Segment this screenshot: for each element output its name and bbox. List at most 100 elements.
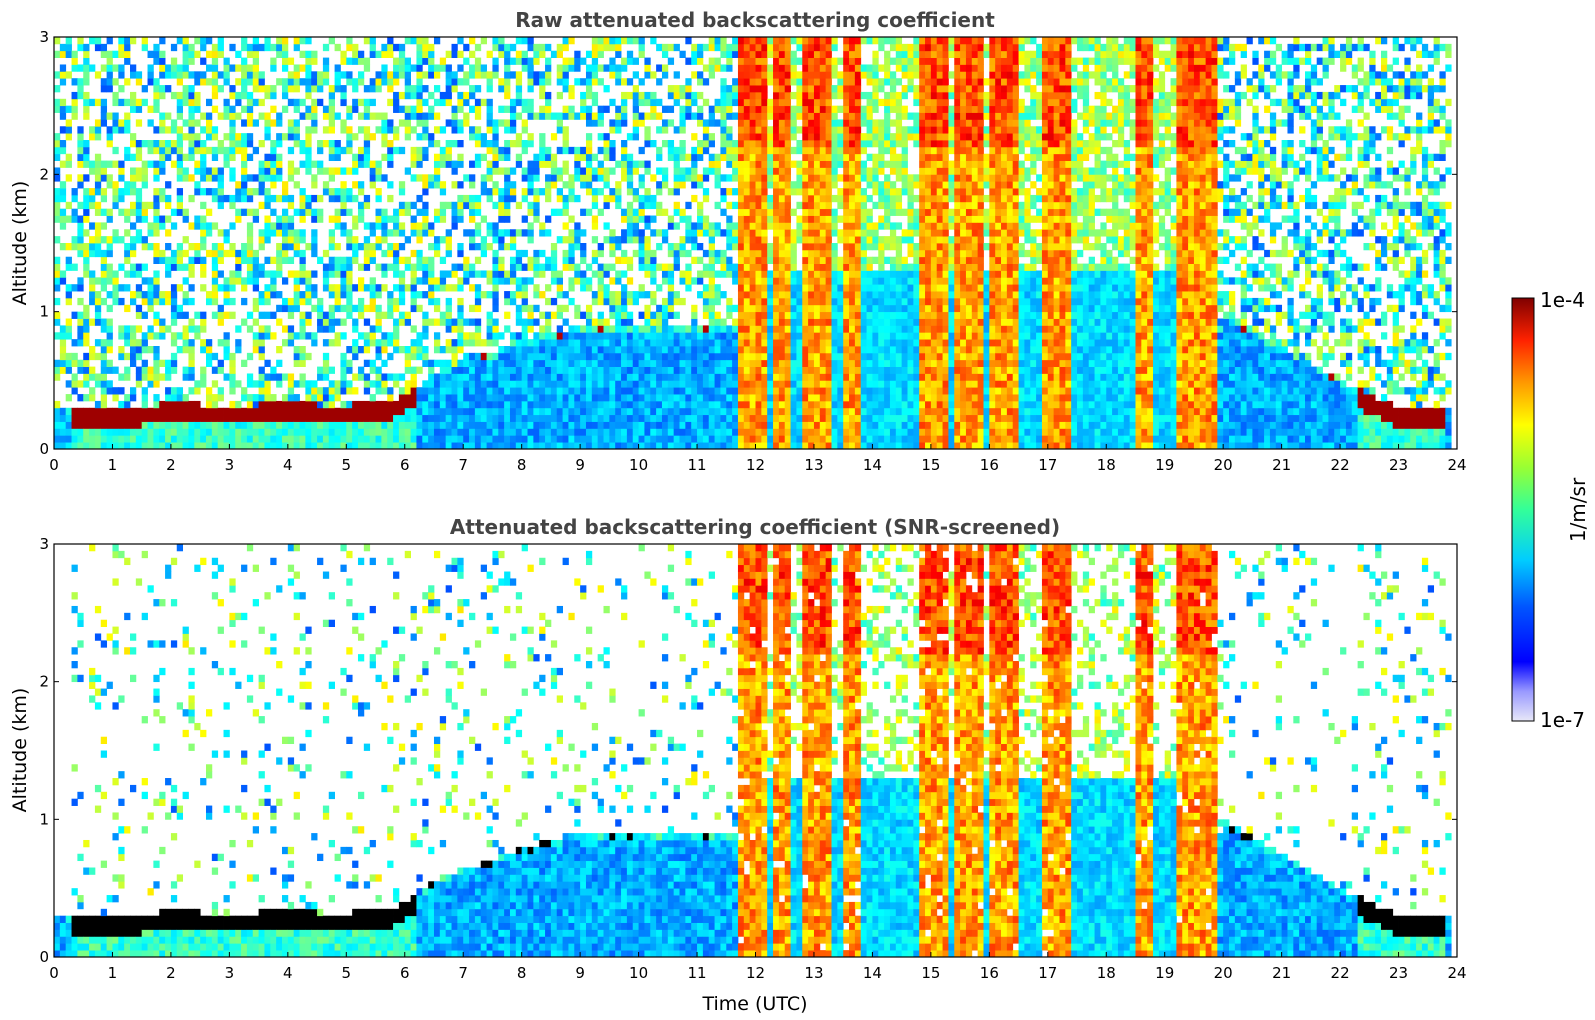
heatmap-cell (732, 167, 739, 175)
heatmap-cell (737, 407, 745, 416)
heatmap-cell (773, 85, 780, 93)
heatmap-cell (200, 435, 207, 443)
heatmap-cell (229, 167, 236, 175)
heatmap-cell (334, 167, 341, 175)
heatmap-cell (106, 181, 113, 189)
heatmap-cell (194, 442, 201, 449)
heatmap-cell (369, 229, 376, 237)
heatmap-cell (205, 297, 213, 306)
heatmap-cell (287, 421, 295, 429)
heatmap-cell (381, 236, 388, 244)
heatmap-cell (258, 400, 265, 409)
heatmap-cell (229, 174, 236, 182)
heatmap-cell (778, 50, 786, 58)
heatmap-cell (732, 91, 739, 100)
heatmap-cell (141, 263, 148, 271)
heatmap-cell (585, 318, 593, 326)
heatmap-cell (609, 414, 616, 422)
heatmap-cell (410, 174, 417, 182)
heatmap-cell (422, 119, 429, 127)
heatmap-cell (299, 201, 306, 210)
heatmap-cell (743, 229, 751, 237)
heatmap-cell (258, 421, 265, 429)
heatmap-cell (100, 435, 108, 443)
heatmap-cell (428, 140, 435, 148)
heatmap-cell (708, 373, 715, 381)
heatmap-cell (264, 188, 271, 196)
heatmap-cell (580, 284, 587, 292)
heatmap-cell (603, 373, 610, 381)
heatmap-cell (591, 325, 599, 333)
heatmap-cell (322, 421, 330, 429)
heatmap-cell (328, 421, 335, 429)
heatmap-cell (609, 380, 616, 388)
heatmap-cell (580, 270, 587, 278)
heatmap-cell (632, 414, 639, 422)
heatmap-cell (521, 435, 528, 443)
heatmap-cell (375, 208, 382, 216)
heatmap-cell (322, 105, 330, 113)
heatmap-cell (621, 236, 628, 244)
heatmap-cell (159, 153, 166, 161)
heatmap-cell (270, 194, 277, 203)
heatmap-cell (761, 339, 768, 347)
heatmap-cell (311, 112, 318, 120)
heatmap-cell (480, 359, 487, 367)
heatmap-cell (398, 256, 406, 264)
heatmap-cell (509, 346, 517, 354)
heatmap-cell (778, 442, 786, 449)
heatmap-cell (615, 304, 622, 313)
heatmap-cell (568, 352, 575, 361)
heatmap-cell (211, 249, 219, 258)
heatmap-cell (732, 243, 739, 251)
heatmap-cell (112, 91, 119, 100)
heatmap-cell (521, 194, 528, 203)
heatmap-cell (697, 277, 704, 285)
heatmap-cell (346, 229, 353, 237)
heatmap-cell (562, 332, 569, 340)
heatmap-cell (252, 208, 260, 216)
heatmap-cell (357, 215, 365, 223)
heatmap-cell (691, 229, 698, 237)
heatmap-cell (94, 352, 102, 361)
heatmap-cell (451, 222, 458, 230)
heatmap-cell (54, 174, 61, 182)
heatmap-cell (761, 414, 768, 422)
heatmap-cell (761, 119, 768, 127)
heatmap-cell (118, 167, 125, 175)
heatmap-cell (486, 243, 493, 251)
heatmap-cell (188, 243, 195, 251)
heatmap-cell (603, 167, 610, 175)
heatmap-cell (281, 249, 289, 258)
heatmap-cell (270, 407, 277, 416)
heatmap-cell (720, 373, 727, 381)
heatmap-cell (135, 174, 143, 182)
heatmap-cell (656, 311, 663, 319)
heatmap-cell (486, 428, 493, 436)
heatmap-cell (299, 435, 306, 443)
heatmap-cell (433, 71, 441, 79)
heatmap-cell (112, 442, 119, 449)
heatmap-cell (650, 332, 657, 340)
heatmap-cell (603, 236, 610, 244)
heatmap-cell (241, 421, 248, 429)
heatmap-cell (270, 291, 277, 299)
heatmap-cell (539, 105, 546, 113)
heatmap-cell (135, 215, 143, 223)
heatmap-cell (550, 311, 558, 319)
heatmap-cell (416, 304, 423, 313)
heatmap-cell (661, 277, 669, 285)
heatmap-cell (124, 249, 131, 258)
heatmap-cell (71, 380, 78, 388)
heatmap-cell (621, 91, 628, 100)
heatmap-cell (673, 98, 680, 107)
heatmap-cell (585, 311, 593, 319)
heatmap-cell (54, 297, 61, 306)
heatmap-cell (94, 428, 102, 436)
heatmap-cell (375, 346, 382, 354)
heatmap-cell (176, 71, 184, 79)
heatmap-cell (112, 64, 119, 72)
heatmap-cell (147, 105, 154, 113)
heatmap-cell (83, 105, 90, 113)
heatmap-cell (235, 249, 242, 258)
